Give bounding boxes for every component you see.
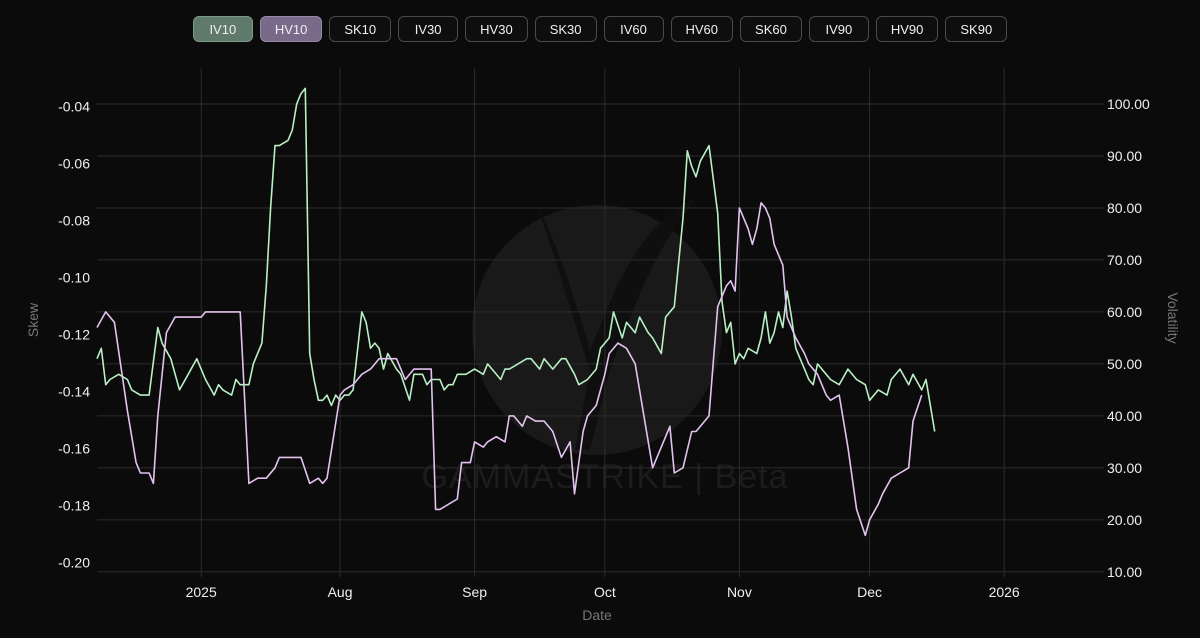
watermark-logo-circle xyxy=(472,205,722,455)
right-axis-tick-label: 30.00 xyxy=(1107,460,1142,476)
series-toggle-hv30-button[interactable]: HV30 xyxy=(465,16,528,42)
series-toggle-sk10-button[interactable]: SK10 xyxy=(329,16,392,42)
right-axis-tick-label: 90.00 xyxy=(1107,148,1142,164)
series-toggle-iv60-button[interactable]: IV60 xyxy=(603,16,664,42)
series-lines xyxy=(96,87,936,537)
left-axis-tick-label: -0.12 xyxy=(58,327,90,343)
x-axis-tick-label: Aug xyxy=(328,584,353,600)
grid-lines xyxy=(97,68,1104,577)
right-axis-tick-label: 100.00 xyxy=(1107,96,1150,112)
left-axis-title: Skew xyxy=(25,302,41,337)
series-toggle-sk60-button[interactable]: SK60 xyxy=(740,16,802,42)
left-axis-tick-label: -0.06 xyxy=(58,156,90,172)
series-toggle-iv90-button[interactable]: IV90 xyxy=(808,16,869,42)
right-axis-tick-label: 60.00 xyxy=(1107,304,1142,320)
series-toggle-hv10-button[interactable]: HV10 xyxy=(259,16,323,42)
x-axis-tick-label: Sep xyxy=(462,584,487,600)
right-axis-tick-label: 80.00 xyxy=(1107,200,1142,216)
left-axis-tick-label: -0.18 xyxy=(58,498,90,514)
right-axis-tick-label: 20.00 xyxy=(1107,512,1142,528)
series-toggle-hv60-button[interactable]: HV60 xyxy=(670,16,734,42)
right-axis-tick-label: 40.00 xyxy=(1107,408,1142,424)
series-toggle-iv30-button[interactable]: IV30 xyxy=(398,16,459,42)
x-axis-ticks: 2025 Aug Sep Oct Nov Dec 2026 xyxy=(186,584,1020,600)
right-axis-ticks: 100.00 90.00 80.00 70.00 60.00 50.00 40.00 30.0… xyxy=(1107,96,1150,580)
series-toggle-iv10-button[interactable]: IV10 xyxy=(192,16,253,42)
x-axis-tick-label: Oct xyxy=(594,584,616,600)
x-axis-title: Date xyxy=(582,607,612,623)
left-axis-tick-label: -0.10 xyxy=(58,270,90,286)
series-toggle-bar: IV10 HV10 SK10 IV30 HV30 SK30 IV60 HV60 SK60 IV90… xyxy=(0,16,1200,42)
x-axis-tick-label: Dec xyxy=(857,584,882,600)
left-axis-ticks: -0.04 -0.06 -0.08 -0.10 -0.12 -0.14 -0.16 -0.18… xyxy=(58,99,90,571)
series-toggle-sk90-button[interactable]: SK90 xyxy=(945,16,1008,42)
series-line-iv10 xyxy=(96,87,936,432)
series-toggle-hv90-button[interactable]: HV90 xyxy=(875,16,939,42)
x-axis-tick-label: 2025 xyxy=(186,584,217,600)
left-axis-tick-label: -0.04 xyxy=(58,99,90,115)
series-toggle-sk30-button[interactable]: SK30 xyxy=(534,16,597,42)
right-axis-tick-label: 50.00 xyxy=(1107,356,1142,372)
left-axis-tick-label: -0.20 xyxy=(58,555,90,571)
right-axis-tick-label: 70.00 xyxy=(1107,252,1142,268)
series-line-hv10 xyxy=(96,202,923,537)
x-axis-tick-label: 2026 xyxy=(989,584,1020,600)
right-axis-tick-label: 10.00 xyxy=(1107,564,1142,580)
left-axis-tick-label: -0.08 xyxy=(58,213,90,229)
right-axis-title: Volatility xyxy=(1165,292,1181,343)
left-axis-tick-label: -0.14 xyxy=(58,384,90,400)
left-axis-tick-label: -0.16 xyxy=(58,441,90,457)
x-axis-tick-label: Nov xyxy=(727,584,752,600)
